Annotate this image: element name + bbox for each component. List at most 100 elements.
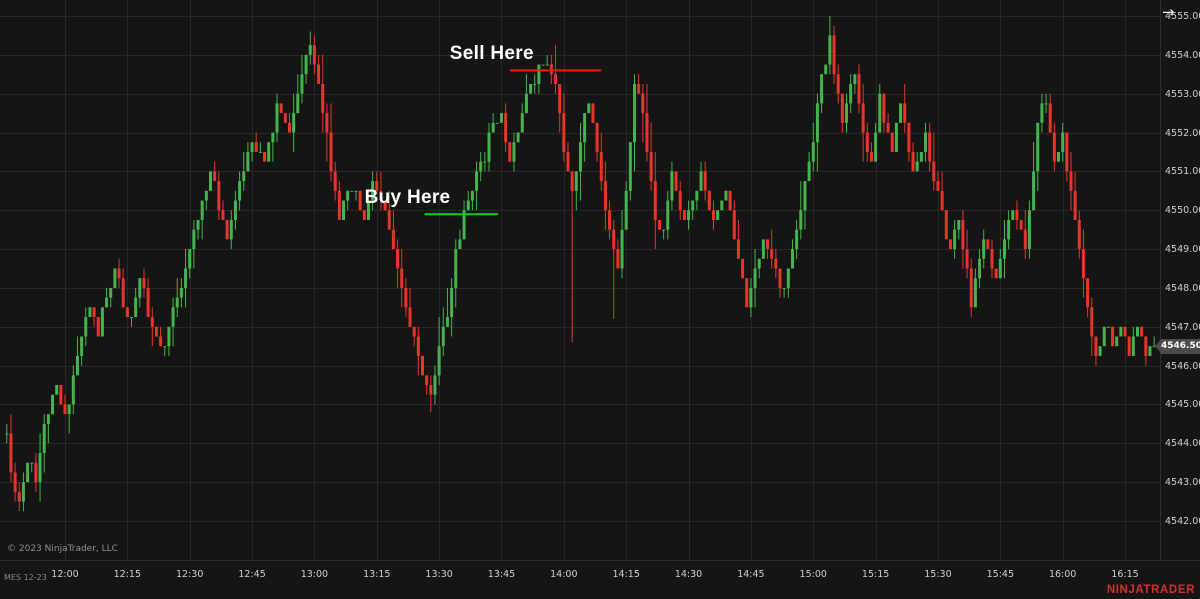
scroll-to-latest-arrow-icon[interactable]: → (1162, 3, 1175, 21)
candle (125, 307, 129, 318)
candle (333, 161, 337, 201)
candle (154, 326, 158, 337)
candle (1048, 93, 1052, 133)
candle (1081, 229, 1085, 298)
time-axis[interactable]: 12:00 12:15 12:30 12:45 13:00 13:15 13:30 13:45… (0, 560, 1200, 599)
candle (358, 190, 362, 211)
candle (923, 122, 927, 162)
candle (807, 151, 811, 182)
candle (940, 171, 944, 211)
candle (1040, 93, 1044, 133)
candle (429, 375, 433, 413)
time-axis-label: 15:00 (799, 569, 827, 580)
candle (400, 249, 404, 308)
grid-layer (0, 0, 1160, 560)
candle (853, 74, 857, 94)
time-axis-label: 12:45 (238, 569, 266, 580)
candle (524, 74, 528, 114)
candle (404, 278, 408, 318)
candle (558, 83, 562, 133)
candle (130, 317, 134, 327)
candle (42, 414, 46, 473)
candle (1098, 346, 1102, 356)
candle (948, 239, 952, 250)
candle (861, 83, 865, 162)
candle (342, 200, 346, 220)
candle (849, 74, 853, 114)
candle (362, 210, 366, 220)
price-axis-label: 4554.00 (1165, 49, 1200, 61)
candle (217, 171, 221, 220)
candle (512, 132, 516, 172)
candle (308, 31, 312, 65)
candle (811, 122, 815, 172)
candle (441, 307, 445, 356)
candle (674, 171, 678, 191)
candle (919, 151, 923, 162)
price-axis-label: 4546.00 (1165, 360, 1200, 372)
candle (379, 171, 383, 211)
candle (761, 239, 765, 259)
last-price-marker: 4546.50 (1155, 338, 1200, 354)
candle (757, 258, 761, 279)
time-axis-label: 13:30 (425, 569, 453, 580)
candle (483, 151, 487, 172)
candle (736, 219, 740, 259)
candle (595, 122, 599, 162)
candle (707, 190, 711, 211)
annotation-label-buy[interactable]: Buy Here (364, 187, 451, 209)
candle (562, 93, 566, 162)
candle (608, 200, 612, 240)
candle (753, 249, 757, 308)
candle (857, 64, 861, 114)
candle (258, 142, 262, 153)
candle (292, 93, 296, 152)
candle (1002, 219, 1006, 279)
candle (570, 171, 574, 343)
candle (1094, 336, 1098, 366)
candle (150, 307, 154, 347)
candle (932, 132, 936, 191)
candle (687, 200, 691, 230)
candle (75, 336, 79, 376)
candle (745, 278, 749, 308)
candle (271, 132, 275, 162)
candle (46, 414, 50, 444)
candle (142, 268, 146, 298)
candle (67, 404, 71, 434)
price-axis[interactable]: 4546.50 4555.00 4554.00 4553.00 4552.00 4551… (1155, 0, 1200, 560)
candle (786, 268, 790, 298)
candle (741, 258, 745, 279)
candle (321, 54, 325, 133)
candle (616, 239, 620, 269)
candle (329, 103, 333, 182)
candle (242, 151, 246, 191)
candle (221, 200, 225, 220)
candle (470, 190, 474, 211)
candlestick-chart[interactable] (0, 0, 1160, 560)
candle (1065, 132, 1069, 182)
candle (462, 200, 466, 240)
candle (936, 171, 940, 191)
candle (287, 113, 291, 133)
price-axis-label: 4545.00 (1165, 399, 1200, 411)
candle (1140, 326, 1144, 337)
annotation-label-sell[interactable]: Sell Here (449, 43, 534, 65)
time-axis-label: 15:45 (986, 569, 1014, 580)
candle (894, 122, 898, 152)
candle (778, 268, 782, 298)
candle (184, 249, 188, 308)
candle (466, 190, 470, 211)
candle (283, 113, 287, 123)
brand-logo: NINJATRADER (1106, 584, 1195, 596)
candle (583, 113, 587, 162)
candle (1073, 171, 1077, 220)
candle (491, 113, 495, 133)
candle (657, 219, 661, 230)
candle (34, 453, 38, 492)
candle (1115, 336, 1119, 347)
candle (961, 210, 965, 269)
candle (171, 297, 175, 347)
candle (982, 229, 986, 269)
